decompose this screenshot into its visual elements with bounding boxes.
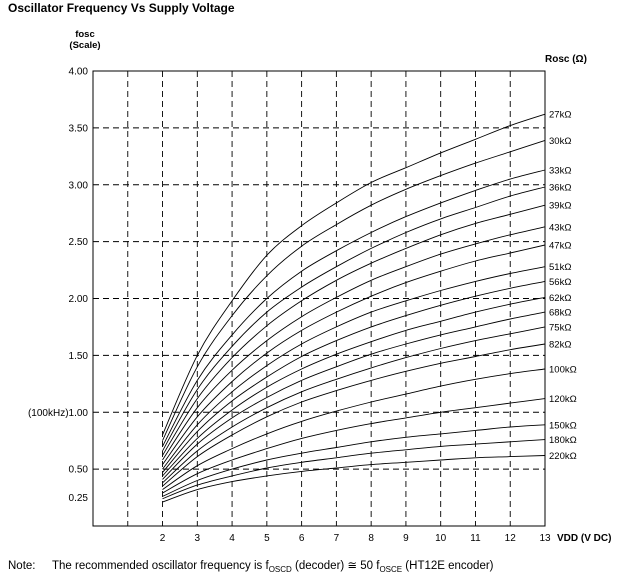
- series-line-47k: [162, 244, 546, 465]
- series-label: 56kΩ: [549, 277, 571, 288]
- series-label: 39kΩ: [549, 201, 571, 212]
- y-tick-label: 2.50: [69, 237, 89, 248]
- series-label: 120kΩ: [549, 394, 577, 405]
- y-tick-label: 2.00: [69, 294, 89, 305]
- y-tick-label: 4.00: [69, 67, 89, 78]
- series-label: 36kΩ: [549, 183, 571, 194]
- series-label: 68kΩ: [549, 308, 571, 319]
- series-label: 43kΩ: [549, 222, 571, 233]
- x-tick-label: 7: [334, 533, 340, 544]
- x-tick-label: 2: [160, 533, 166, 544]
- series-line-27k: [162, 113, 546, 436]
- series-label: 220kΩ: [549, 451, 577, 462]
- y-tick-label: 3.50: [69, 123, 89, 134]
- series-line-68k: [162, 311, 546, 480]
- x-tick-label: 13: [539, 533, 551, 544]
- note-text: The recommended oscillator frequency is …: [52, 560, 494, 574]
- series-label: 30kΩ: [549, 136, 571, 147]
- x-axis-label: VDD (V DC): [557, 533, 611, 544]
- series-line-33k: [162, 169, 546, 447]
- footnote: Note: The recommended oscillator frequenc…: [8, 558, 494, 574]
- x-tick-label: 6: [299, 533, 305, 544]
- series-label: 33kΩ: [549, 165, 571, 176]
- y-tick-label: 0.50: [69, 465, 89, 476]
- series-label: 51kΩ: [549, 262, 571, 273]
- y-axis-sublabel: (Scale): [69, 40, 100, 51]
- y-tick-label: 3.00: [69, 180, 89, 191]
- series-label: 82kΩ: [549, 340, 571, 351]
- x-tick-label: 5: [264, 533, 270, 544]
- series-label: 27kΩ: [549, 110, 571, 121]
- series-line-150k: [162, 424, 546, 497]
- series-line-39k: [162, 204, 546, 456]
- x-tick-label: 11: [470, 533, 481, 544]
- grid: [92, 70, 546, 527]
- series-label: 100kΩ: [549, 365, 577, 376]
- series-line-75k: [162, 326, 546, 484]
- series-line-180k: [162, 439, 546, 500]
- series-labels: 27kΩ 30kΩ 33kΩ 36kΩ 39kΩ 43kΩ 47kΩ 51kΩ 56kΩ 62kΩ…: [549, 110, 577, 462]
- x-tick-label: 9: [403, 533, 409, 544]
- oscillator-frequency-chart: 0.25 0.50 (100kHz)1.00 1.50 2.00 2.50 3.00 3.50…: [28, 29, 611, 544]
- series-line-82k: [162, 343, 546, 487]
- series-label: 47kΩ: [549, 241, 571, 252]
- series-label: 62kΩ: [549, 293, 571, 304]
- series-label: 75kΩ: [549, 322, 571, 333]
- y-axis-label: fosc: [75, 29, 95, 40]
- series-line-36k: [162, 186, 546, 452]
- series-line-100k: [162, 368, 546, 490]
- series-line-51k: [162, 266, 546, 470]
- axes: 0.25 0.50 (100kHz)1.00 1.50 2.00 2.50 3.00 3.50…: [28, 29, 611, 544]
- series-line-56k: [162, 280, 546, 473]
- series-line-120k: [162, 398, 546, 494]
- legend-title: Rosc (Ω): [545, 54, 587, 65]
- series-line-62k: [162, 296, 546, 477]
- series-label: 150kΩ: [549, 420, 577, 431]
- y-tick-label: 1.50: [69, 351, 89, 362]
- x-tick-label: 3: [195, 533, 201, 544]
- chart-title: Oscillator Frequency Vs Supply Voltage: [8, 1, 235, 15]
- x-tick-label: 4: [229, 533, 235, 544]
- note-label: Note:: [8, 560, 36, 572]
- series-line-43k: [162, 226, 546, 461]
- y-tick-label: 0.25: [69, 493, 89, 504]
- series-label: 180kΩ: [549, 435, 577, 446]
- series-line-30k: [162, 139, 546, 441]
- series-line-220k: [162, 455, 546, 503]
- y-tick-label: (100kHz)1.00: [28, 408, 88, 419]
- x-tick-label: 12: [505, 533, 517, 544]
- x-tick-label: 10: [435, 533, 447, 544]
- x-tick-label: 8: [368, 533, 374, 544]
- series-lines: [162, 113, 546, 503]
